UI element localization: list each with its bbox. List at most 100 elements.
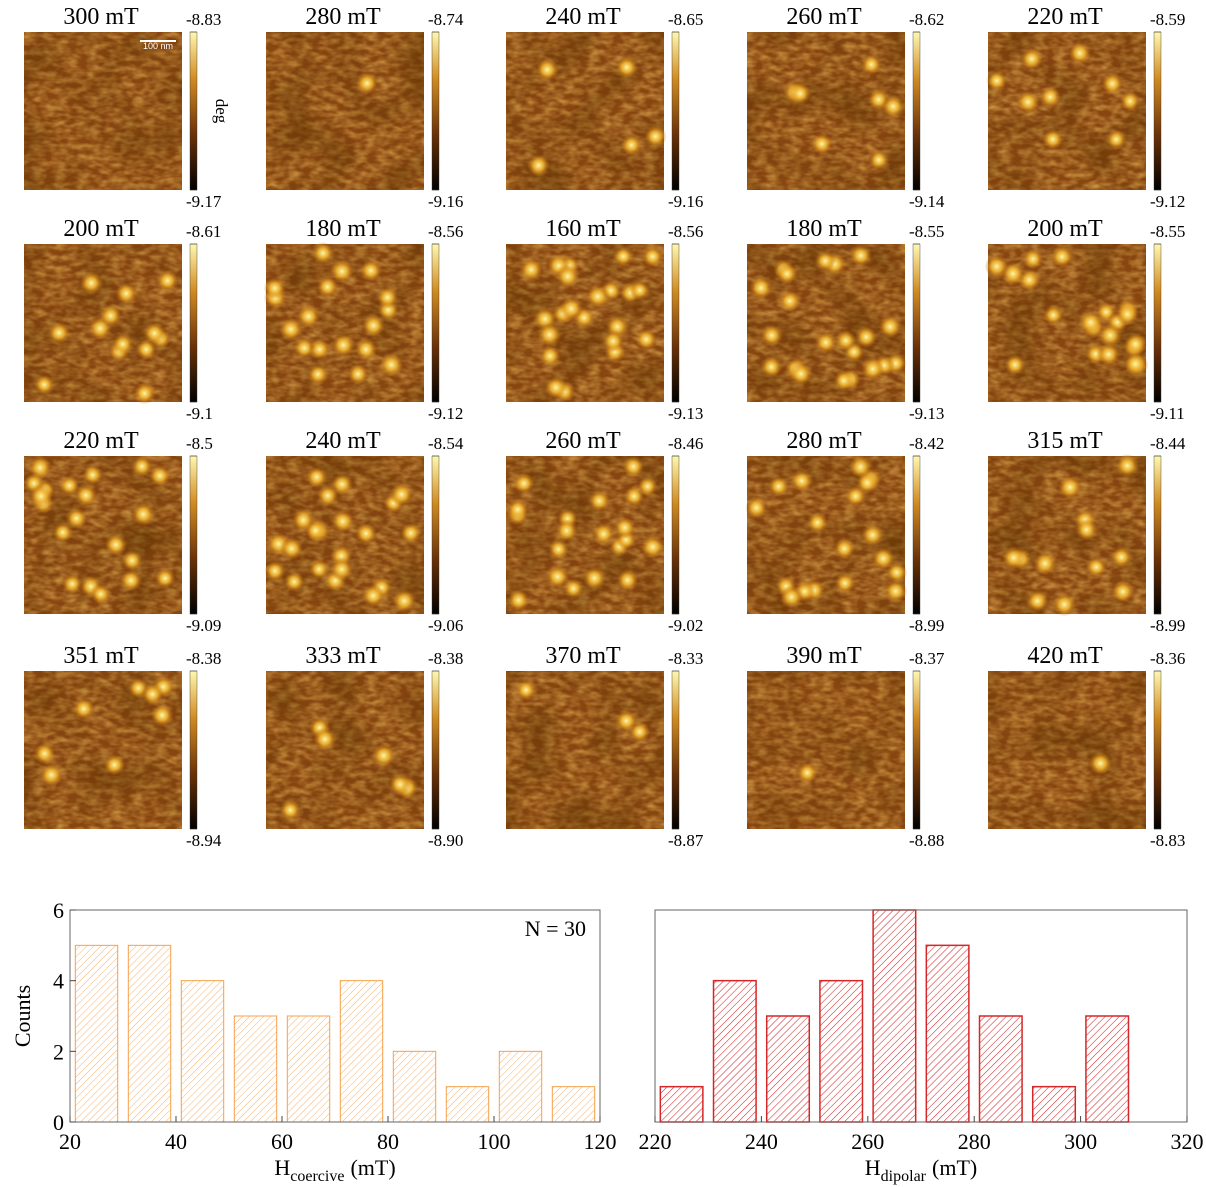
x-tick-label: 260 xyxy=(851,1129,884,1154)
image-shade xyxy=(747,671,905,829)
image-shade xyxy=(988,32,1146,190)
skyrmion-spot xyxy=(559,296,584,321)
skyrmion-spot xyxy=(592,522,615,546)
skyrmion-spot xyxy=(544,376,568,399)
colorbar-tick-label: -9.11 xyxy=(1150,404,1185,423)
panel-title: 180 mT xyxy=(786,216,862,242)
skyrmion-spot xyxy=(622,455,645,478)
skyrmion-spot xyxy=(74,483,98,507)
image-shade xyxy=(988,671,1146,829)
colorbar xyxy=(1153,670,1162,830)
x-axis-label-unit: (mT) xyxy=(350,1155,395,1180)
skyrmion-spot xyxy=(156,269,179,292)
colorbar-label: deg xyxy=(212,99,231,124)
skyrmion-spot xyxy=(131,455,153,477)
x-axis-label: Hcoercive (mT) xyxy=(274,1155,395,1185)
histogram-bar xyxy=(712,979,757,1123)
skyrmion-spot xyxy=(79,271,103,295)
x-tick-label: 80 xyxy=(377,1129,399,1154)
skyrmion-spot xyxy=(768,475,790,497)
skyrmion-spot xyxy=(119,569,143,592)
histogram-bar xyxy=(659,1085,704,1123)
histogram-bar xyxy=(180,980,225,1123)
skyrmion-spot xyxy=(986,70,1008,92)
skyrmion-spot xyxy=(1116,303,1139,326)
colorbar-tick-label: -8.46 xyxy=(668,434,703,453)
panel-title: 200 mT xyxy=(1027,216,1103,242)
skyrmion-spot xyxy=(1042,128,1064,150)
colorbar xyxy=(671,243,680,403)
histogram-bar xyxy=(551,1086,596,1123)
mfm-panel: 260 mT -8.62 -9.14 xyxy=(747,4,945,211)
skyrmion-spot xyxy=(82,464,103,486)
colorbar-tick-label: -8.87 xyxy=(668,831,704,850)
x-tick-label: 220 xyxy=(639,1129,672,1154)
y-tick-label: 4 xyxy=(53,969,64,994)
histogram-bar xyxy=(1085,1015,1130,1123)
skyrmion-spot xyxy=(861,54,882,75)
colorbar xyxy=(189,31,198,191)
mfm-panel: 280 mT -8.42 -8.99 xyxy=(745,428,944,635)
colorbar-tick-label: -8.36 xyxy=(1150,649,1185,668)
x-tick-label: 100 xyxy=(478,1129,511,1154)
skyrmion-spot xyxy=(305,466,328,488)
y-tick-label: 6 xyxy=(53,898,64,923)
skyrmion-spot xyxy=(1115,453,1140,478)
colorbar-tick-label: -8.38 xyxy=(186,649,221,668)
skyrmion-spot xyxy=(613,516,636,539)
skyrmion-spot xyxy=(355,72,379,95)
annotation: N = 30 xyxy=(525,916,586,941)
y-tick-label: 0 xyxy=(53,1110,64,1135)
skyrmion-spot xyxy=(588,489,611,512)
skyrmion-spot xyxy=(537,322,562,347)
skyrmion-spot xyxy=(279,799,301,821)
mfm-panel: 180 mT -8.55 -9.13 xyxy=(747,216,944,423)
skyrmion-spot xyxy=(371,743,396,768)
skyrmion-spot xyxy=(1068,41,1092,65)
skyrmion-spot xyxy=(33,742,56,765)
skyrmion-spot xyxy=(330,557,353,581)
mfm-panel: 351 mT -8.38 -8.94 xyxy=(24,643,222,850)
skyrmion-spot xyxy=(313,727,337,751)
histogram: 20 40 60 80 100 120 0 2 4 6 Counts Hcoercive (mT) N =… xyxy=(10,898,617,1185)
skyrmion-spot xyxy=(388,773,412,796)
skyrmion-spot xyxy=(641,245,664,268)
skyrmion-spot xyxy=(548,538,569,560)
panel-title: 240 mT xyxy=(545,4,621,30)
skyrmion-spot xyxy=(539,345,561,367)
skyrmion-spot xyxy=(616,569,639,591)
skyrmion-spot xyxy=(833,537,856,560)
panel-title: 370 mT xyxy=(545,643,621,669)
skyrmion-spot xyxy=(1000,261,1025,286)
panel-title: 220 mT xyxy=(63,428,139,454)
skyrmion-spot xyxy=(745,496,768,519)
panel-title: 280 mT xyxy=(786,428,862,454)
skyrmion-spot xyxy=(854,325,878,349)
skyrmion-spot xyxy=(104,533,128,557)
skyrmion-spot xyxy=(65,507,88,530)
skyrmion-spot xyxy=(545,564,570,589)
histogram-bar xyxy=(339,980,384,1123)
skyrmion-spot xyxy=(1043,305,1064,326)
skyrmion-spot xyxy=(814,331,837,354)
skyrmion-spot xyxy=(519,257,543,282)
skyrmion-spot xyxy=(1120,91,1141,112)
skyrmion-spot xyxy=(52,521,74,543)
skyrmion-spot xyxy=(535,58,559,82)
colorbar xyxy=(189,455,198,615)
skyrmion-spot xyxy=(1096,342,1121,367)
skyrmion-spot xyxy=(330,259,354,284)
histogram-bar xyxy=(445,1086,490,1123)
panel-title: 240 mT xyxy=(305,428,381,454)
x-axis-label-unit: (mT) xyxy=(932,1155,977,1180)
panel-title: 220 mT xyxy=(1027,4,1103,30)
colorbar-tick-label: -9.12 xyxy=(428,404,463,423)
skyrmion-spot xyxy=(154,567,176,589)
colorbar-tick-label: -8.44 xyxy=(1150,434,1186,453)
skyrmion-spot xyxy=(871,546,895,571)
skyrmion-spot xyxy=(1088,751,1113,776)
colorbar-tick-label: -9.16 xyxy=(428,192,463,211)
skyrmion-spot xyxy=(59,475,80,496)
x-tick-label: 320 xyxy=(1171,1129,1204,1154)
skyrmion-spot xyxy=(133,382,156,405)
